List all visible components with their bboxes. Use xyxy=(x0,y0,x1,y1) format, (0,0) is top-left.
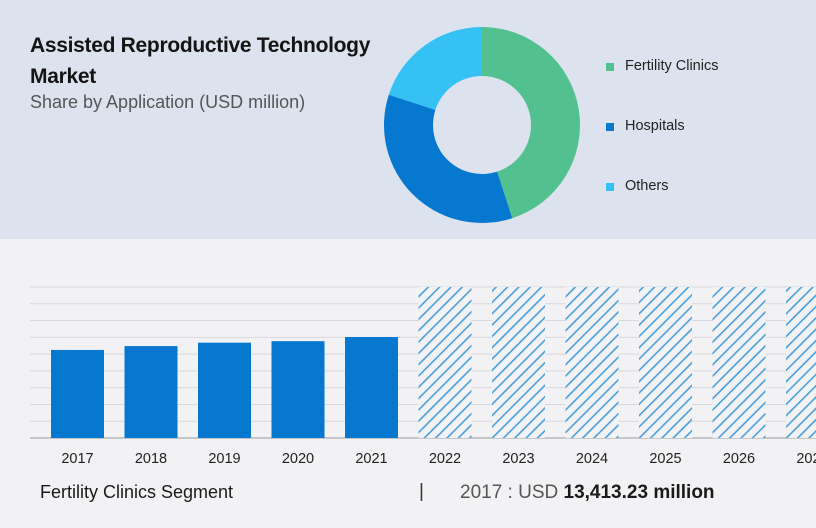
forecast-bar-2023 xyxy=(492,287,545,438)
page-subtitle: Share by Application (USD million) xyxy=(30,92,306,112)
x-tick-label: 2021 xyxy=(355,451,387,467)
donut-slice-others xyxy=(388,27,482,110)
bar-2020 xyxy=(271,341,325,438)
page-title: Assisted Reproductive Technology Market xyxy=(30,34,371,88)
footer-segment-label: Fertility Clinics Segment xyxy=(40,482,234,502)
bar-2017 xyxy=(51,349,104,438)
footer-value-amount: 13,413.23 million xyxy=(563,482,715,503)
donut-slice-fertility-clinics xyxy=(482,27,580,219)
bar-chart: 2017 2018 2019 2020 2021 2022 2023 2024 2025 2026… xyxy=(30,286,816,467)
legend-label: Others xyxy=(625,178,669,194)
legend-label: Hospitals xyxy=(625,118,685,134)
bar-2018 xyxy=(124,346,178,438)
donut-chart xyxy=(384,27,580,223)
legend-label: Fertility Clinics xyxy=(625,58,719,74)
footer-value: 2017 : USD 13,413.23 million xyxy=(460,482,715,504)
x-tick-label: 2017 xyxy=(61,451,93,467)
forecast-bar-2027 xyxy=(786,287,816,438)
x-tick-label: 2019 xyxy=(208,451,240,467)
legend-swatch xyxy=(606,63,614,71)
x-tick-label: 2027 xyxy=(796,451,816,467)
forecast-bar-2022 xyxy=(418,287,472,438)
x-tick-label: 2020 xyxy=(282,451,314,467)
forecast-bar-2024 xyxy=(565,287,619,438)
forecast-bar-2026 xyxy=(712,287,766,438)
footer-value-prefix: 2017 : USD xyxy=(460,482,559,503)
bar-2019 xyxy=(198,342,251,438)
x-tick-label: 2025 xyxy=(649,451,681,467)
forecast-bar-2025 xyxy=(639,287,692,438)
legend-swatch xyxy=(606,123,614,131)
legend-swatch xyxy=(606,183,614,191)
x-tick-label: 2018 xyxy=(135,451,167,467)
footer-divider: | xyxy=(419,481,424,502)
x-tick-label: 2022 xyxy=(429,451,461,467)
x-tick-label: 2026 xyxy=(723,451,755,467)
donut-slice-hospitals xyxy=(384,94,513,223)
x-tick-label: 2024 xyxy=(576,451,608,467)
bar-2021 xyxy=(345,337,398,438)
x-tick-label: 2023 xyxy=(502,451,534,467)
